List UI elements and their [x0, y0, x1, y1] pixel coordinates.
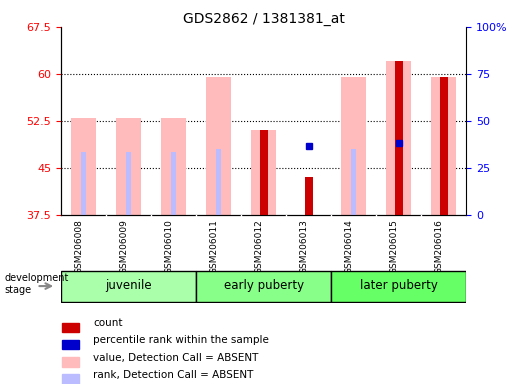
Text: GSM206011: GSM206011 [210, 219, 218, 274]
Bar [161, 118, 186, 215]
Text: GSM206009: GSM206009 [120, 219, 128, 274]
Bar [396, 146, 402, 215]
Bar [71, 118, 96, 215]
Text: later puberty: later puberty [360, 279, 438, 292]
Bar [63, 374, 79, 384]
Bar [63, 357, 79, 367]
Bar [251, 130, 276, 215]
Bar [440, 77, 448, 215]
Text: count: count [93, 318, 122, 328]
Bar [441, 152, 447, 215]
FancyBboxPatch shape [331, 270, 466, 302]
Bar [431, 77, 456, 215]
Text: GSM206016: GSM206016 [435, 219, 444, 274]
Text: GSM206013: GSM206013 [300, 219, 308, 274]
Bar [206, 77, 231, 215]
Text: GSM206014: GSM206014 [345, 219, 354, 274]
Bar [260, 130, 268, 215]
Bar [126, 152, 131, 215]
Text: early puberty: early puberty [224, 279, 304, 292]
Text: GSM206008: GSM206008 [75, 219, 84, 274]
Text: percentile rank within the sample: percentile rank within the sample [93, 335, 269, 346]
Bar [305, 177, 313, 215]
Bar [351, 149, 357, 215]
Text: stage: stage [5, 285, 32, 295]
Bar [395, 61, 403, 215]
Bar [261, 149, 267, 215]
Bar [116, 118, 141, 215]
FancyBboxPatch shape [61, 270, 196, 302]
Bar [386, 61, 411, 215]
Text: GSM206015: GSM206015 [390, 219, 399, 274]
Text: value, Detection Call = ABSENT: value, Detection Call = ABSENT [93, 353, 259, 363]
Text: GSM206012: GSM206012 [255, 219, 263, 274]
Bar [171, 152, 176, 215]
Bar [216, 149, 222, 215]
Text: development: development [5, 273, 69, 283]
Bar [341, 77, 366, 215]
Bar [63, 340, 79, 349]
Bar [81, 152, 86, 215]
Text: juvenile: juvenile [105, 279, 152, 292]
Bar [63, 323, 79, 332]
Title: GDS2862 / 1381381_at: GDS2862 / 1381381_at [183, 12, 344, 26]
Text: GSM206010: GSM206010 [165, 219, 173, 274]
FancyBboxPatch shape [196, 270, 331, 302]
Text: rank, Detection Call = ABSENT: rank, Detection Call = ABSENT [93, 370, 253, 380]
